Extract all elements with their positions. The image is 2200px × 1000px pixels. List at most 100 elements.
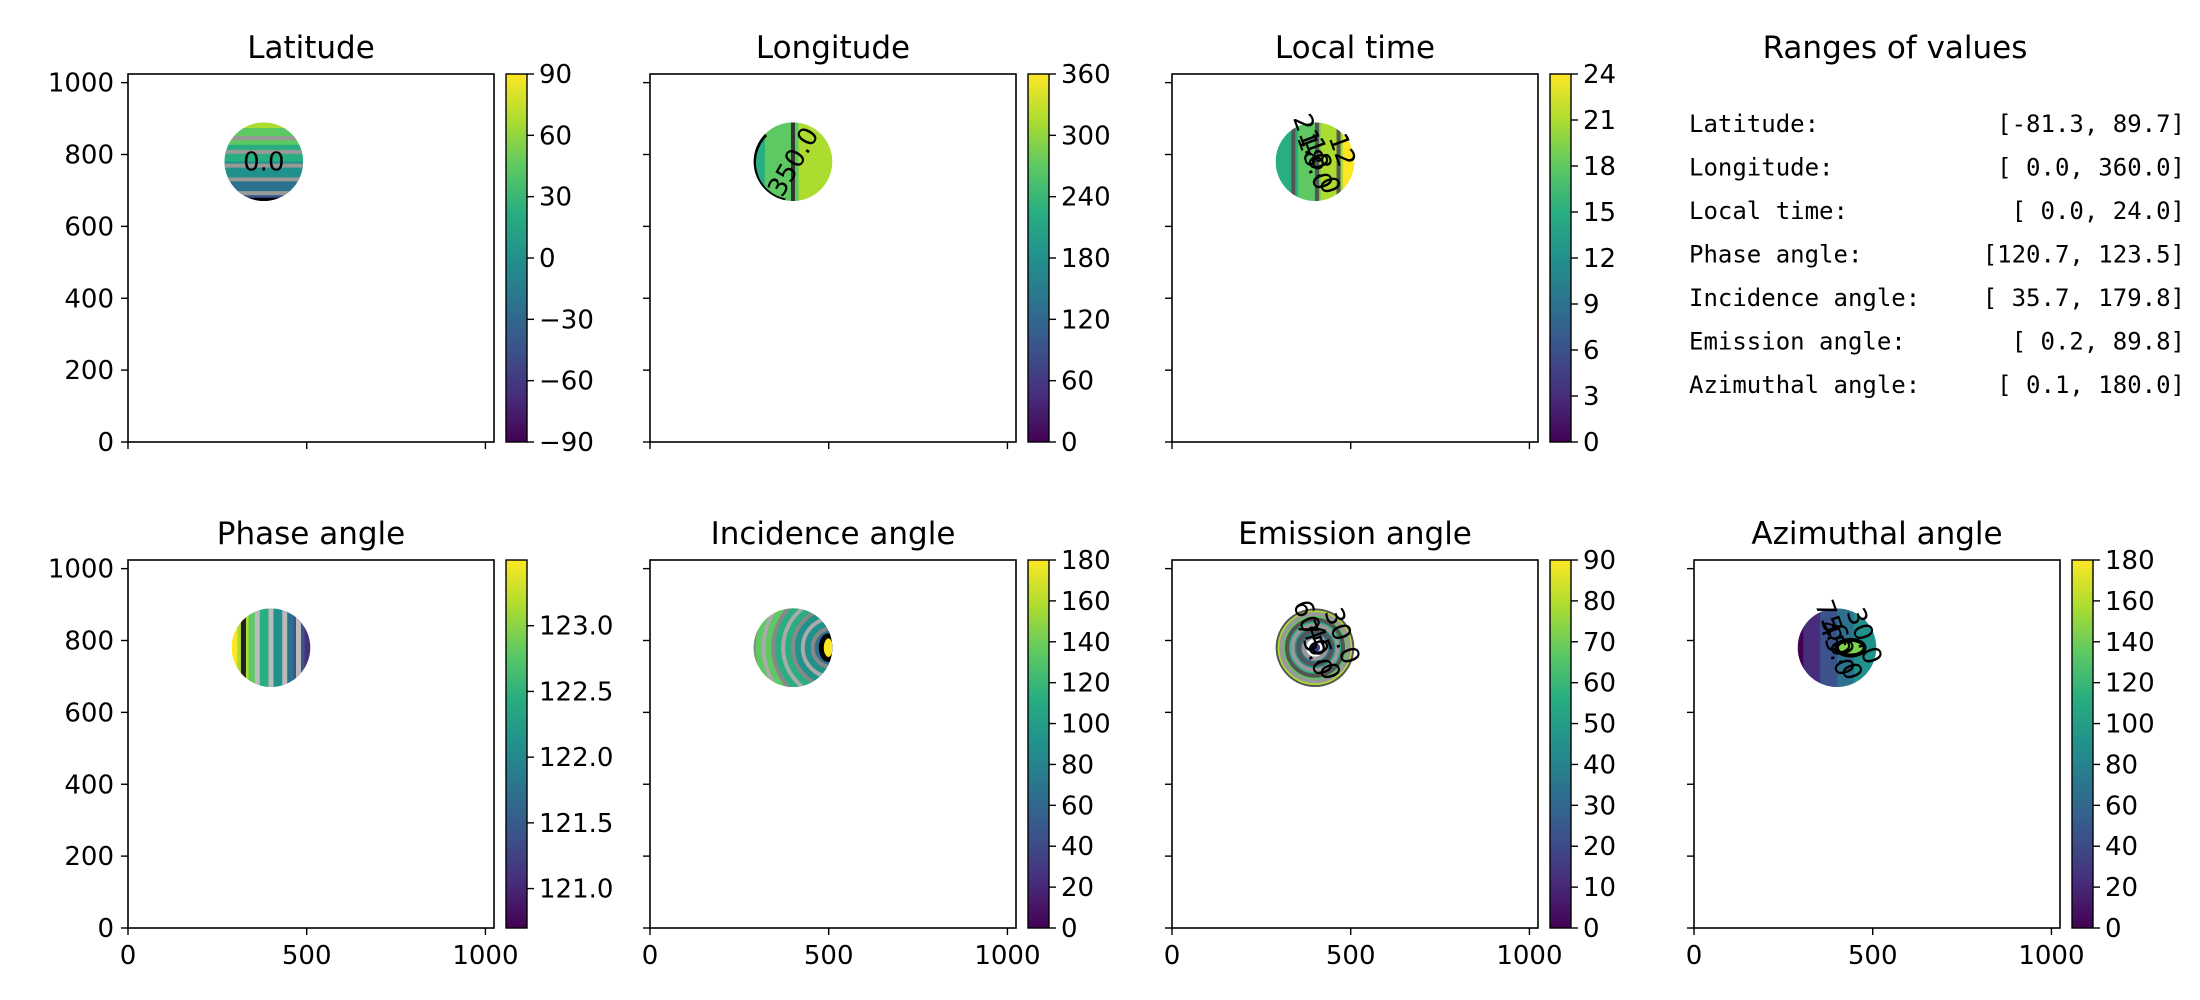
disk-shading xyxy=(231,608,311,688)
colorbar-tick-label: 80 xyxy=(1061,750,1094,780)
colorbar-tick-label: 90 xyxy=(539,60,572,90)
colorbar-tick-label: 140 xyxy=(1061,628,1111,658)
band xyxy=(224,122,304,129)
colorbar-tick-label: 121.5 xyxy=(539,809,613,839)
band xyxy=(224,144,304,152)
colorbar-tick-label: 30 xyxy=(1583,791,1616,821)
range-label: Longitude: xyxy=(1689,154,1834,182)
axes-frame xyxy=(1693,559,2061,929)
contour xyxy=(1834,637,1867,658)
planet-disk: 0.0 xyxy=(224,122,304,202)
colorbar-tick-label: 40 xyxy=(2105,832,2138,862)
panel-title: Latitude xyxy=(247,30,375,66)
planet-disk: 45.075.060.030.0 xyxy=(1797,596,1888,688)
band xyxy=(224,184,304,191)
x-tick-label: 500 xyxy=(282,941,332,971)
contour xyxy=(1305,638,1325,657)
planet-disk xyxy=(231,608,311,688)
band xyxy=(287,608,295,688)
x-tick-label: 500 xyxy=(1326,941,1376,971)
panel-local-time: Local time 18.021.018.012 24 21 18 15 12 9 6 3 0 xyxy=(1165,30,1616,458)
colorbar-tick-label: 6 xyxy=(1583,336,1600,366)
colorbar-tick-label: 12 xyxy=(1583,244,1616,274)
colorbar-tick-label: 21 xyxy=(1583,106,1616,136)
panel-incidence-angle: Incidence angle 0 500 1000 180 160 140 120 100 80… xyxy=(642,516,1111,971)
range-value: [ 0.2, 89.8] xyxy=(2012,328,2185,356)
colorbar-tick-label: 120 xyxy=(1061,305,1111,335)
colorbar-tick-label: 100 xyxy=(2105,710,2155,740)
band xyxy=(1337,122,1345,202)
panel-latitude: Latitude 0.0 0 200 400 600 800 1000 90 60 30 0 −30 −6… xyxy=(48,30,594,458)
band xyxy=(1331,122,1339,202)
band xyxy=(787,122,794,202)
y-tick-label: 0 xyxy=(97,914,114,944)
ranges-panel: Ranges of values Latitude: [-81.3, 89.7] L… xyxy=(1689,30,2185,399)
colorbar-tick-label: 30 xyxy=(539,183,572,213)
planet-disk xyxy=(753,608,833,688)
colorbar-tick-label: 121.0 xyxy=(539,875,613,905)
colorbar xyxy=(2072,560,2093,928)
range-label: Azimuthal angle: xyxy=(1689,371,1920,399)
band xyxy=(1326,122,1333,202)
x-tick-label: 0 xyxy=(1164,941,1181,971)
panel-title: Emission angle xyxy=(1238,516,1472,552)
x-tick-label: 500 xyxy=(804,941,854,971)
x-tick-label: 0 xyxy=(120,941,137,971)
colorbar-tick-label: 10 xyxy=(1583,873,1616,903)
disk-shading xyxy=(224,122,304,202)
band xyxy=(1865,608,1872,688)
band xyxy=(224,127,304,135)
colorbar-tick-label: 50 xyxy=(1583,710,1616,740)
colorbar-tick-label: 0 xyxy=(539,244,556,274)
y-tick-label: 800 xyxy=(64,627,114,657)
band xyxy=(792,122,800,202)
band xyxy=(1309,122,1316,202)
y-tick-label: 1000 xyxy=(48,555,114,585)
colorbar-tick-label: 70 xyxy=(1583,628,1616,658)
y-tick-label: 0 xyxy=(97,428,114,458)
band xyxy=(304,608,311,688)
range-value: [ 0.0, 24.0] xyxy=(2012,197,2185,225)
y-tick-label: 600 xyxy=(64,698,114,728)
colorbar-tick-label: 40 xyxy=(1583,750,1616,780)
y-tick-label: 200 xyxy=(64,356,114,386)
axes-frame xyxy=(127,559,495,929)
colorbar-tick-label: 20 xyxy=(1583,832,1616,862)
planet-disk: 18.021.018.012 xyxy=(1275,110,1361,202)
band xyxy=(1797,608,1805,688)
axes-frame xyxy=(127,73,495,443)
colorbar-tick-label: 180 xyxy=(1061,244,1111,274)
axes-frame xyxy=(649,559,1017,929)
band xyxy=(224,167,304,174)
band xyxy=(1320,122,1328,202)
colorbar-tick-label: 122.0 xyxy=(539,743,613,773)
planet-disk: 350.0 xyxy=(753,122,833,202)
colorbar-tick-label: 9 xyxy=(1583,290,1600,320)
y-tick-label: 600 xyxy=(64,212,114,242)
contour xyxy=(818,633,833,662)
band xyxy=(798,122,806,202)
colorbar-tick-label: 80 xyxy=(1583,587,1616,617)
band xyxy=(231,608,239,688)
colorbar xyxy=(1550,560,1571,928)
band xyxy=(1348,122,1355,202)
axes-frame xyxy=(1171,559,1539,929)
colorbar-tick-label: −90 xyxy=(539,428,594,458)
colorbar-tick-label: 0 xyxy=(1061,428,1078,458)
panel-longitude: Longitude 350.0 360 300 240 180 120 60 0 xyxy=(643,30,1111,458)
band xyxy=(248,608,256,688)
band xyxy=(809,122,817,202)
colorbar-tick-label: 20 xyxy=(1061,873,1094,903)
range-label: Phase angle: xyxy=(1689,241,1862,269)
disk-shading xyxy=(753,608,833,688)
ranges-title: Ranges of values xyxy=(1763,30,2028,66)
band xyxy=(259,608,267,688)
band xyxy=(224,178,304,186)
colorbar-tick-label: 18 xyxy=(1583,152,1616,182)
panel-title: Local time xyxy=(1275,30,1435,66)
colorbar-tick-label: 140 xyxy=(2105,628,2155,658)
colorbar-tick-label: 80 xyxy=(2105,750,2138,780)
colorbar-tick-label: 40 xyxy=(1061,832,1094,862)
band xyxy=(299,608,306,688)
